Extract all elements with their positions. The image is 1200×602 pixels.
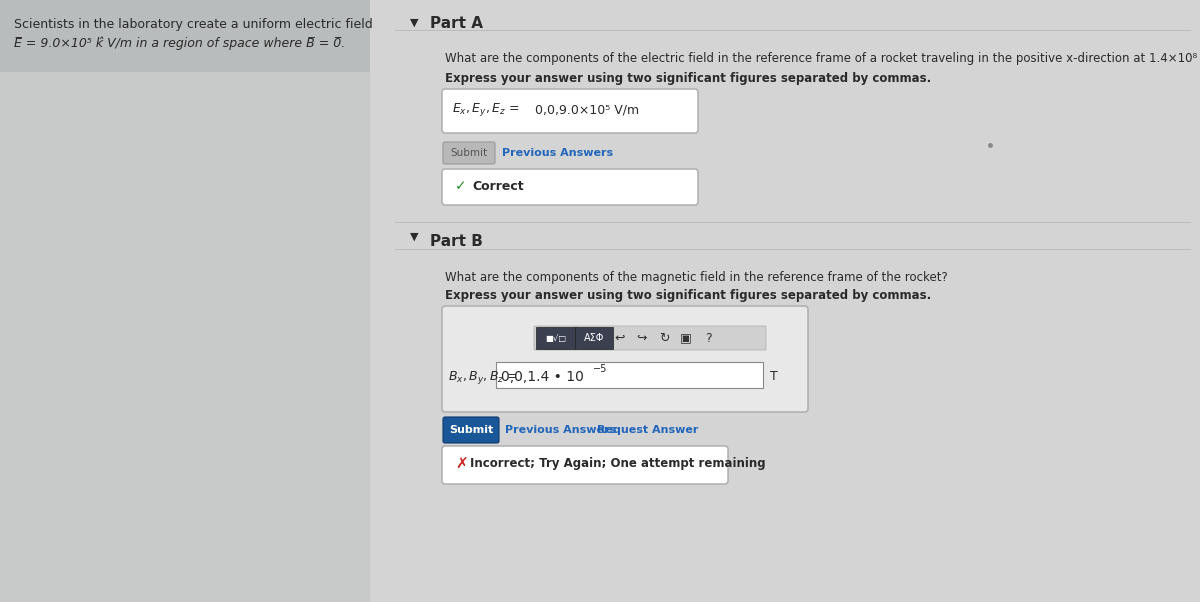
Text: Incorrect; Try Again; One attempt remaining: Incorrect; Try Again; One attempt remain… (470, 458, 766, 471)
FancyBboxPatch shape (442, 446, 728, 484)
FancyBboxPatch shape (442, 169, 698, 205)
Text: Part B: Part B (430, 234, 482, 249)
FancyBboxPatch shape (536, 327, 576, 349)
Text: ↩: ↩ (614, 332, 625, 344)
Text: T: T (770, 370, 778, 383)
Text: Previous Answers: Previous Answers (502, 148, 613, 158)
Text: 0,0,9.0×10⁵ V/m: 0,0,9.0×10⁵ V/m (535, 104, 640, 117)
Text: $B_x, B_y, B_z$ =: $B_x, B_y, B_z$ = (448, 368, 517, 385)
Text: E̅ = 9.0×10⁵ k̂ V/m in a region of space where B̅ = 0̅.: E̅ = 9.0×10⁵ k̂ V/m in a region of space… (14, 37, 346, 51)
Text: ■√□: ■√□ (546, 334, 566, 343)
Text: −5: −5 (593, 364, 607, 374)
FancyBboxPatch shape (575, 327, 613, 349)
Text: Express your answer using two significant figures separated by commas.: Express your answer using two significan… (445, 289, 931, 302)
Text: Part A: Part A (430, 16, 482, 31)
FancyBboxPatch shape (496, 362, 763, 388)
Bar (0, 0, 370, 72)
Text: ▼: ▼ (410, 18, 419, 28)
Text: Submit: Submit (450, 148, 487, 158)
Text: 0,0,1.4 • 10: 0,0,1.4 • 10 (502, 370, 584, 384)
Text: ✓: ✓ (455, 179, 467, 193)
Text: $E_x, E_y, E_z$ =: $E_x, E_y, E_z$ = (452, 102, 521, 119)
Text: ✗: ✗ (455, 456, 468, 471)
FancyBboxPatch shape (534, 326, 766, 350)
Text: ↻: ↻ (659, 332, 670, 344)
Text: Previous Answers: Previous Answers (505, 425, 616, 435)
Text: What are the components of the magnetic field in the reference frame of the rock: What are the components of the magnetic … (445, 271, 948, 284)
FancyBboxPatch shape (443, 417, 499, 443)
Text: Scientists in the laboratory create a uniform electric field: Scientists in the laboratory create a un… (14, 18, 373, 31)
Text: Express your answer using two significant figures separated by commas.: Express your answer using two significan… (445, 72, 931, 85)
Text: AΣΦ: AΣΦ (584, 333, 604, 343)
Text: Submit: Submit (449, 425, 493, 435)
Text: Correct: Correct (472, 179, 523, 193)
FancyBboxPatch shape (442, 306, 808, 412)
Bar (0, 0, 370, 602)
FancyBboxPatch shape (442, 89, 698, 133)
Text: What are the components of the electric field in the reference frame of a rocket: What are the components of the electric … (445, 52, 1200, 65)
Text: ▼: ▼ (410, 232, 419, 242)
Text: ?: ? (704, 332, 712, 344)
Text: Request Answer: Request Answer (598, 425, 698, 435)
Text: ▣: ▣ (680, 332, 692, 344)
FancyBboxPatch shape (443, 142, 496, 164)
Text: ↪: ↪ (637, 332, 647, 344)
